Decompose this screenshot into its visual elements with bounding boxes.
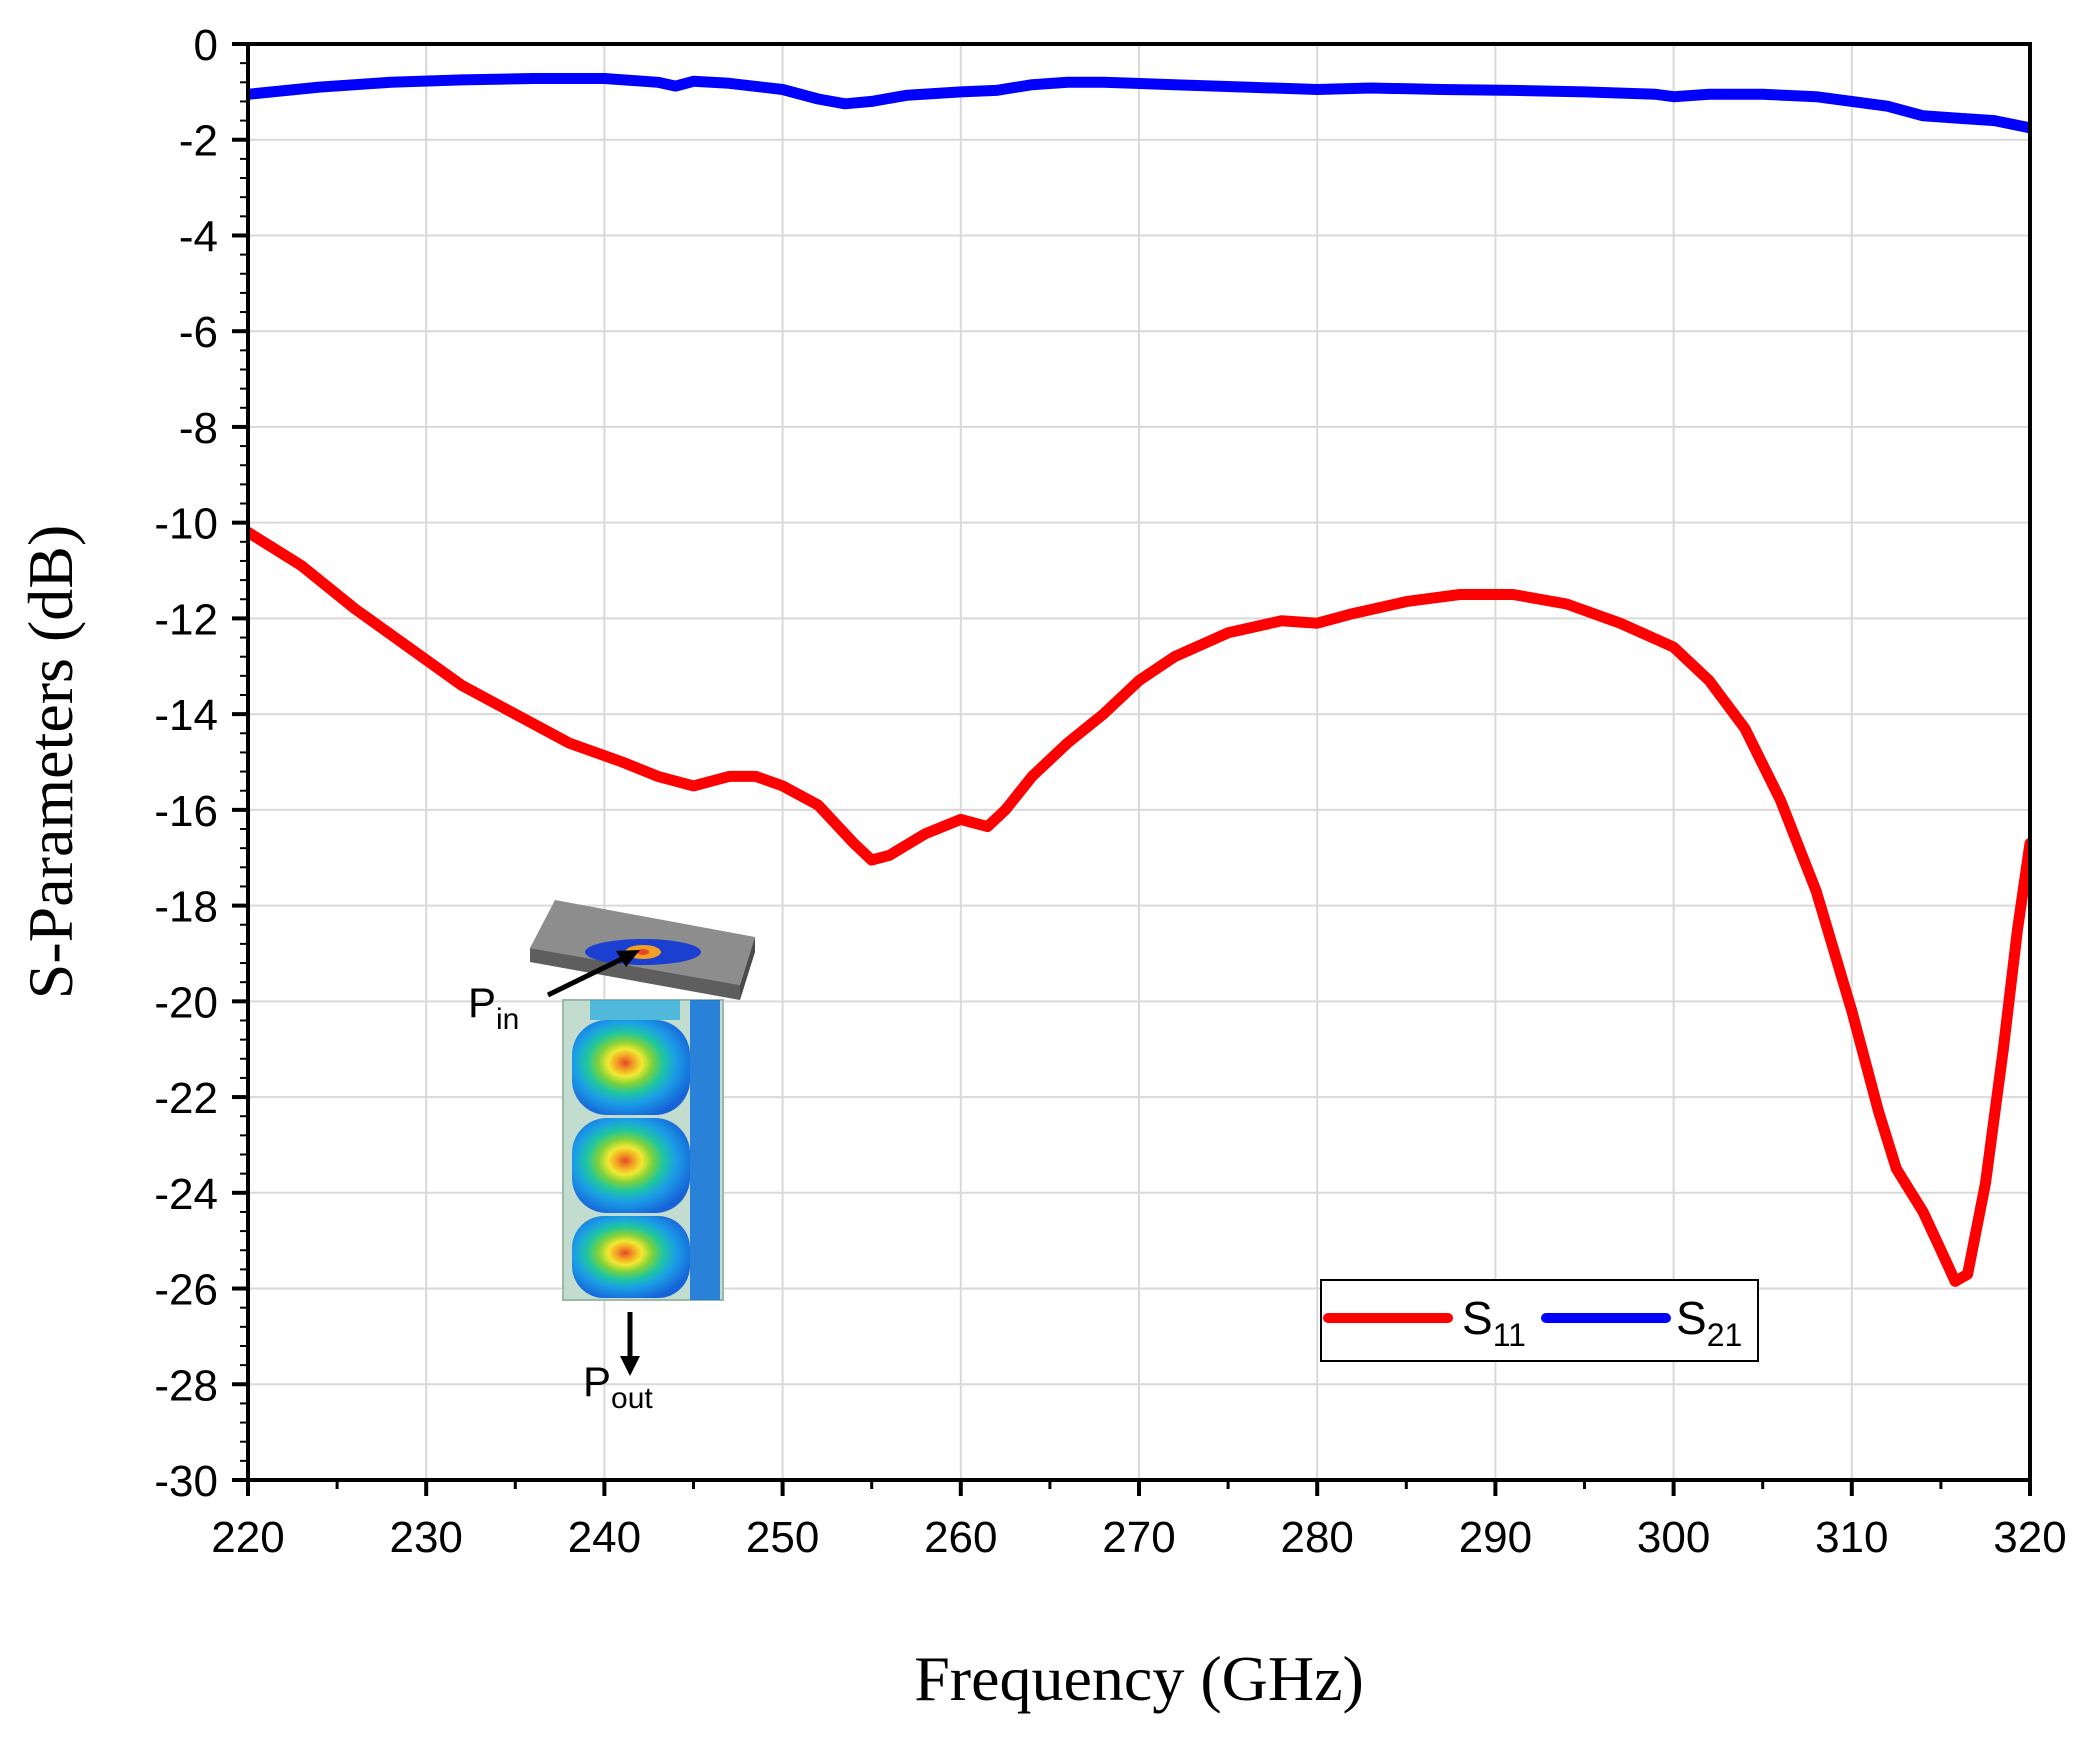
x-tick-label: 240 [568,1513,641,1562]
inset-field-band [590,1000,680,1020]
y-tick-label: -10 [154,500,218,549]
x-tick-label: 270 [1102,1513,1175,1562]
x-tick-label: 310 [1815,1513,1888,1562]
x-tick-label: 320 [1993,1513,2066,1562]
series-line-s21 [248,73,2030,134]
legend-label-s11: S [1462,1292,1493,1344]
x-tick-label: 260 [924,1513,997,1562]
y-tick-label: -22 [154,1074,218,1123]
legend-label-s11-sub: 11 [1493,1317,1526,1353]
x-tick-label: 300 [1637,1513,1710,1562]
y-tick-label: -30 [154,1457,218,1506]
y-tick-label: -4 [179,212,218,261]
y-tick-label: -8 [179,404,218,453]
series-group [248,73,2030,1287]
y-tick-label: -12 [154,595,218,644]
output-arrow-head [620,1356,640,1376]
y-tick-label: -20 [154,978,218,1027]
y-tick-label: -14 [154,691,218,740]
y-axis-title: S-Parameters (dB) [15,525,86,1000]
svg-text:S21: S21 [1676,1292,1742,1353]
x-tick-label: 280 [1280,1513,1353,1562]
inset-top-plate-side [530,948,740,1000]
y-tick-label: 0 [194,21,218,70]
inset-port-field-center [637,949,649,955]
svg-text:S11: S11 [1462,1292,1526,1353]
legend-label-s21-sub: 21 [1707,1317,1743,1353]
output-port-label-sub: out [611,1382,653,1415]
input-arrow [546,953,630,998]
x-tick-label: 250 [746,1513,819,1562]
inset-top-plate-right [740,937,755,1000]
y-tick-label: -2 [179,117,218,166]
x-tick-labels: 220 230 240 250 260 270 280 290 300 310 320 [211,1513,2066,1562]
inset-field-lobe-3 [572,1216,690,1298]
inset-field-lobe-2 [572,1118,690,1213]
legend-label-s21: S [1676,1292,1707,1344]
field-distribution-inset: Pin Pout [468,900,755,1415]
series-line-s11 [248,526,2030,1287]
input-arrow-head [616,950,640,967]
y-tick-label: -18 [154,883,218,932]
y-tick-label: -6 [179,308,218,357]
y-tick-label: -16 [154,787,218,836]
x-tick-label: 290 [1459,1513,1532,1562]
x-axis-title: Frequency (GHz) [914,1643,1364,1714]
svg-text:Pin: Pin [468,979,519,1036]
output-port-label: P [583,1358,611,1405]
svg-text:Pout: Pout [583,1358,653,1415]
inset-field-lobe-1 [572,1020,690,1115]
axis-ticks [232,42,2032,1496]
x-tick-label: 230 [389,1513,462,1562]
y-tick-label: -28 [154,1361,218,1410]
y-tick-label: -26 [154,1266,218,1315]
x-tick-label: 220 [211,1513,284,1562]
legend: S11 S21 [1320,1279,1759,1362]
inset-waveguide-side [690,1000,720,1300]
y-tick-label: -24 [154,1170,218,1219]
input-port-label-sub: in [496,1003,519,1036]
y-tick-labels: 0 -2 -4 -6 -8 -10 -12 -14 -16 -18 -20 -22 -24 -26 -28 -… [154,21,218,1506]
input-port-label: P [468,979,496,1026]
